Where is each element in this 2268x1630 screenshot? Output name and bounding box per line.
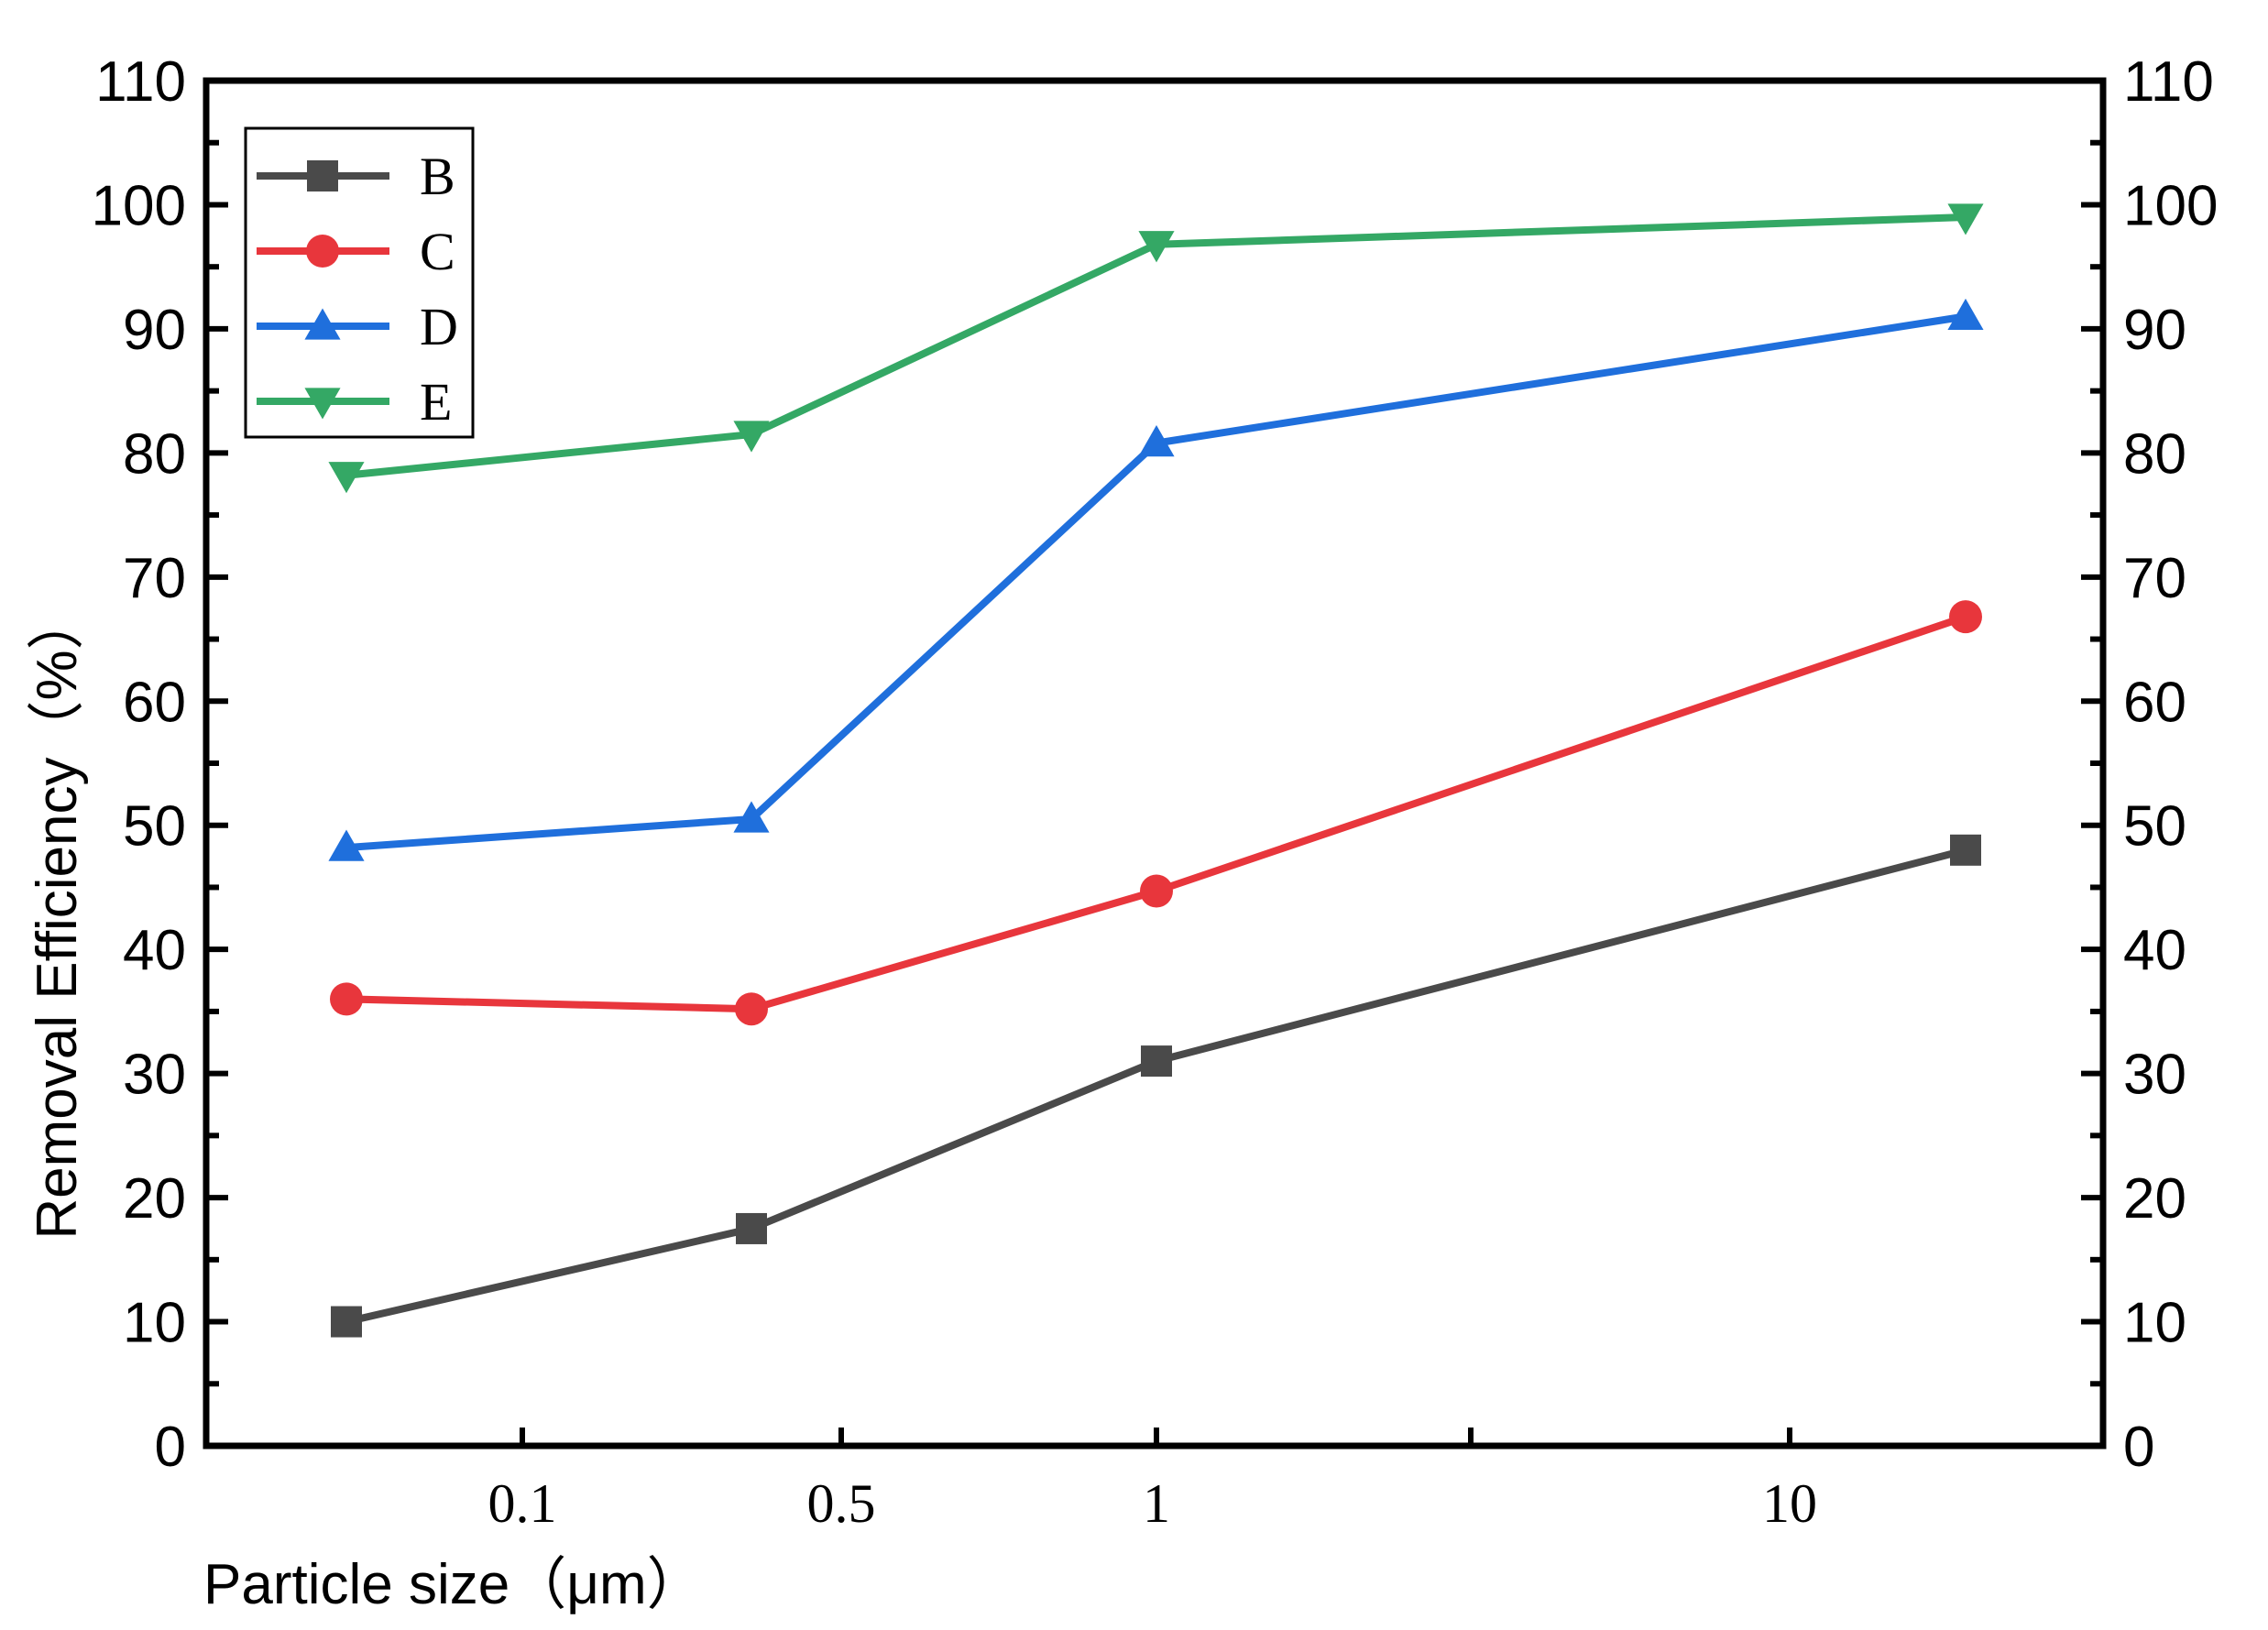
x-tick-label: 0.5: [807, 1473, 876, 1534]
x-tick-label: 10: [1762, 1473, 1817, 1534]
y-tick-label-left: 50: [123, 795, 186, 859]
y-tick-label-left: 0: [155, 1416, 186, 1479]
y-tick-label-right: 70: [2123, 547, 2186, 610]
y-tick-label-left: 70: [123, 547, 186, 610]
legend-label-D: D: [420, 297, 458, 356]
y-tick-label-left: 80: [123, 422, 186, 486]
y-tick-label-left: 110: [95, 50, 186, 114]
data-point-D: [1947, 298, 1984, 331]
legend-marker-D: [304, 308, 341, 340]
series-line-D: [345, 312, 1967, 852]
data-point-C: [1949, 600, 1982, 634]
data-point-B: [1141, 1045, 1172, 1078]
y-axis-title: Removal Efficiency（%）: [26, 593, 89, 1239]
y-tick-label-right: 10: [2123, 1292, 2186, 1355]
y-tick-label-right: 20: [2123, 1167, 2186, 1231]
data-point-C: [735, 992, 768, 1026]
y-tick-label-right: 80: [2123, 422, 2186, 486]
data-point-E: [1947, 203, 1984, 235]
legend-label-C: C: [420, 222, 455, 281]
legend-label-B: B: [420, 147, 455, 206]
y-tick-label-right: 110: [2123, 50, 2214, 114]
series-line-E: [345, 213, 1967, 479]
data-point-D: [328, 829, 365, 861]
data-point-D: [733, 801, 770, 833]
data-point-D: [1138, 424, 1175, 457]
data-point-C: [330, 982, 363, 1016]
y-tick-label-right: 0: [2123, 1416, 2154, 1479]
y-tick-label-right: 100: [2123, 174, 2218, 237]
y-tick-label-left: 20: [123, 1167, 186, 1231]
y-tick-label-left: 40: [123, 919, 186, 982]
y-tick-label-right: 50: [2123, 795, 2186, 859]
data-point-B: [1950, 834, 1981, 866]
y-axis-right: 0 10 20 30 40 50 60 70 80 90 100 110: [2123, 50, 2218, 1479]
y-tick-label-left: 10: [123, 1292, 186, 1355]
data-point-E: [1138, 231, 1175, 263]
x-axis: 0.1 0.5 1 10: [488, 1473, 1818, 1534]
y-tick-label-left: 90: [123, 299, 186, 362]
y-axis-left: 0 10 20 30 40 50 60 70 80 90 100 110: [92, 50, 186, 1479]
data-point-C: [1140, 874, 1173, 908]
y-tick-label-right: 40: [2123, 919, 2186, 982]
x-axis-title: Particle size（μm）: [203, 1553, 704, 1616]
legend-marker-C: [306, 235, 339, 268]
data-point-E: [328, 462, 365, 494]
legend-marker-E: [304, 388, 341, 420]
y-tick-label-left: 30: [123, 1044, 186, 1107]
y-tick-label-right: 30: [2123, 1044, 2186, 1107]
series-line-C: [345, 613, 1967, 1013]
y-tick-label-right: 60: [2123, 671, 2186, 734]
y-tick-label-right: 90: [2123, 299, 2186, 362]
data-point-E: [733, 421, 770, 453]
y-tick-label-left: 100: [92, 174, 186, 237]
legend-marker-B: [307, 160, 338, 191]
data-point-B: [736, 1212, 767, 1244]
plot-frame: [203, 77, 2107, 1449]
data-point-B: [331, 1306, 362, 1338]
x-tick-label: 1: [1143, 1473, 1170, 1534]
x-tick-label: 0.1: [488, 1473, 557, 1534]
legend-label-E: E: [420, 372, 452, 432]
plot-area: [328, 203, 1984, 1338]
series-line-B: [345, 846, 1967, 1326]
tick-marks: [206, 78, 2103, 1449]
y-tick-label-left: 60: [123, 671, 186, 734]
legend-box: [244, 126, 475, 439]
